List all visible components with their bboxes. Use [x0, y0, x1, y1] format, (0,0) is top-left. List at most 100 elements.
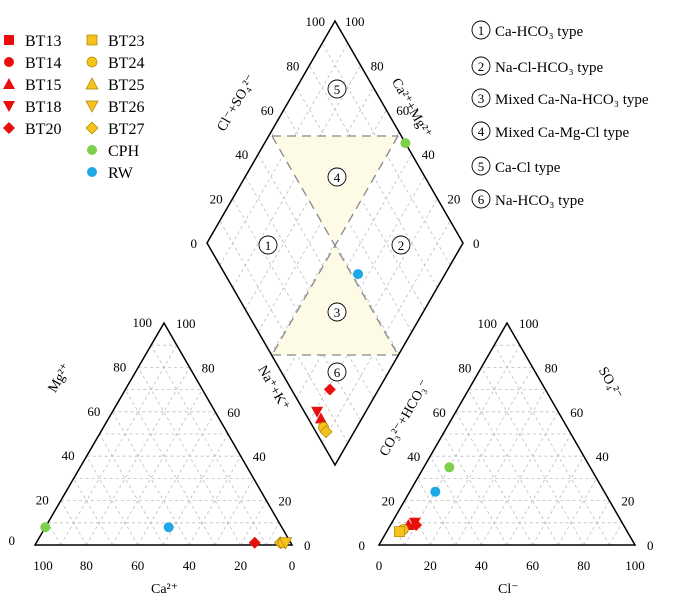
- legend-marker-bt20: [3, 122, 15, 134]
- legend-label: BT23: [108, 33, 144, 50]
- legend-label: BT24: [108, 55, 144, 72]
- cation-gridline: [111, 389, 203, 546]
- diamond-point-cph: [400, 138, 411, 149]
- legend-label: BT27: [108, 121, 144, 138]
- type-legend-item-3: 3 Mixed Ca-Na-HCO₃ type: [471, 88, 649, 108]
- cation-bottom-tick: 0: [289, 558, 296, 573]
- cation-right-tick: 0: [304, 538, 311, 553]
- diamond-left-tick: 100: [306, 14, 326, 29]
- type-legend: 1 Ca-HCO₃ type 2 Na-Cl-HCO₃ type 3 Mixed Ca…: [471, 20, 649, 209]
- cation-right-title: Na⁺+K⁺: [254, 363, 292, 413]
- cation-gridline: [60, 344, 178, 546]
- anion-left-tick: 60: [433, 405, 446, 420]
- legend-item-bt18: BT18: [3, 99, 61, 116]
- diamond-point-bt18: [311, 406, 324, 418]
- svg-text:3: 3: [478, 91, 485, 106]
- anion-gridline: [429, 456, 482, 546]
- anion-point-bt23: [394, 526, 405, 538]
- cation-left-tick: 40: [62, 448, 75, 463]
- legend-marker-bt13: [4, 35, 14, 45]
- diamond-left-tick: 20: [210, 192, 223, 207]
- cation-left-tick: 20: [36, 493, 49, 508]
- cation-gridline: [240, 500, 267, 546]
- anion-gridline: [583, 500, 610, 546]
- cation-right-tick: 80: [202, 360, 215, 375]
- region-4-label: 4: [327, 167, 347, 187]
- anion-gridline: [532, 456, 585, 546]
- region-3-label: 3: [327, 302, 347, 322]
- diamond-left-tick: 0: [191, 236, 198, 251]
- cation-gridline: [73, 478, 113, 546]
- svg-text:Mixed Ca-Na-HCO₃ type: Mixed Ca-Na-HCO₃ type: [495, 92, 649, 108]
- anion-gridline: [455, 389, 546, 546]
- diamond-point-rw: [353, 269, 364, 280]
- cation-right-tick: 100: [176, 316, 196, 331]
- svg-text:3: 3: [334, 305, 341, 320]
- diamond-left-title: Cl⁻+SO₄²⁻: [215, 72, 259, 134]
- diamond-right-tick: 100: [345, 14, 365, 29]
- cation-gridline: [86, 456, 139, 546]
- svg-text:2: 2: [478, 59, 485, 74]
- dash-diag-2: [271, 135, 399, 356]
- legend-item-bt25: BT25: [85, 77, 144, 94]
- svg-text:Na-Cl-HCO₃ type: Na-Cl-HCO₃ type: [495, 60, 603, 76]
- legend-item-rw: RW: [87, 165, 134, 182]
- anion-bottom-tick: 0: [376, 558, 383, 573]
- anion-left-tick: 100: [478, 316, 498, 331]
- legend-label: RW: [108, 165, 134, 182]
- diamond-right-tick: 0: [473, 236, 480, 251]
- mixed-region-4: [272, 136, 398, 245]
- legend-marker-cph: [87, 145, 97, 155]
- anion-gridline: [468, 389, 559, 546]
- anion-right-tick: 100: [519, 316, 539, 331]
- svg-text:1: 1: [478, 23, 485, 38]
- legend-item-bt14: BT14: [4, 55, 61, 72]
- legend-label: BT25: [108, 77, 144, 94]
- region-2-label: 2: [391, 235, 411, 255]
- cation-bottom-tick: 40: [183, 558, 196, 573]
- diamond-outline: [206, 19, 464, 467]
- legend-item-bt15: BT15: [3, 77, 61, 94]
- svg-text:5: 5: [478, 159, 485, 174]
- cation-right-tick: 60: [227, 405, 240, 420]
- region-1-label: 1: [258, 235, 278, 255]
- anion-gridline: [417, 478, 457, 546]
- legend-left: BT13 BT14 BT15 BT18 BT20 BT23 BT24 BT25 BT26 BT27…: [3, 33, 144, 182]
- anion-right-tick: 60: [570, 405, 583, 420]
- diamond-gridline: [232, 198, 361, 421]
- cation-right-tick: 20: [278, 494, 291, 509]
- region-5-label: 5: [327, 79, 347, 99]
- data-points: [40, 138, 455, 550]
- anion-bottom-tick: 40: [475, 558, 488, 573]
- cation-gridline: [214, 478, 254, 546]
- svg-text:6: 6: [478, 192, 485, 207]
- diamond-left-tick: 60: [261, 103, 274, 118]
- legend-marker-bt24: [86, 56, 98, 68]
- cation-bottom-title: Ca²⁺: [151, 582, 178, 597]
- type-legend-item-4: 4 Mixed Ca-Mg-Cl type: [471, 121, 629, 141]
- anion-right-tick: 0: [647, 538, 654, 553]
- svg-text:5: 5: [334, 82, 341, 97]
- anion-bottom-tick: 100: [625, 558, 645, 573]
- legend-label: BT15: [25, 77, 61, 94]
- cation-bottom-tick: 60: [131, 558, 144, 573]
- legend-marker-bt18: [3, 101, 15, 112]
- cation-point-bt20: [248, 536, 261, 549]
- anion-bottom-tick: 20: [424, 558, 437, 573]
- legend-item-cph: CPH: [87, 143, 140, 160]
- diamond-point-bt27: [319, 425, 333, 439]
- diamond-gridline: [309, 198, 438, 421]
- anion-bottom-tick: 80: [577, 558, 590, 573]
- type-legend-item-1: 1 Ca-HCO₃ type: [471, 20, 583, 40]
- anion-gridline: [442, 433, 508, 546]
- svg-text:1: 1: [265, 238, 272, 253]
- anion-right-tick: 40: [596, 449, 609, 464]
- svg-text:4: 4: [478, 124, 485, 139]
- cation-bottom-tick: 100: [33, 558, 53, 573]
- svg-text:Na-HCO₃ type: Na-HCO₃ type: [495, 193, 584, 209]
- cation-gridline: [124, 389, 216, 546]
- cation-left-tick: 80: [113, 359, 126, 374]
- cation-right-tick: 40: [253, 449, 266, 464]
- mixed-region-3: [272, 245, 398, 355]
